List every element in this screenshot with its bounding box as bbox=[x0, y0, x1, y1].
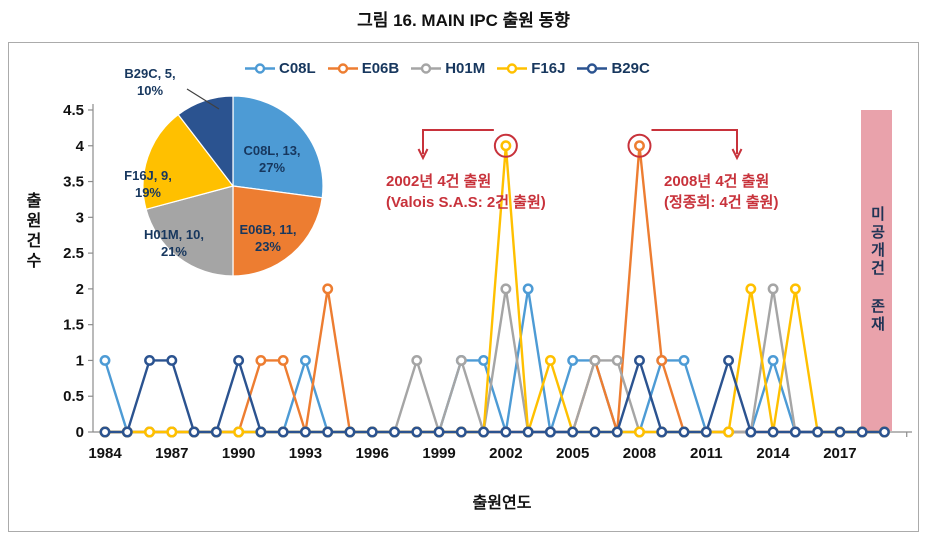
legend-label: F16J bbox=[531, 60, 566, 77]
pie-slice-F16J bbox=[142, 113, 235, 211]
pie-label-F16J: F16J, 9, 19% bbox=[124, 168, 172, 200]
annotation-2008: 2008년 4건 출원 (정종희: 4건 출원) bbox=[664, 171, 778, 213]
pie-label-B29C: B29C, 5, 10% bbox=[124, 66, 176, 98]
svg-text:0: 0 bbox=[76, 424, 84, 441]
legend-label: E06B bbox=[361, 60, 400, 77]
pie-slice-E06B bbox=[232, 185, 323, 277]
svg-text:3: 3 bbox=[76, 209, 84, 226]
legend-item-H01M: H01M bbox=[410, 60, 485, 77]
svg-text:4.5: 4.5 bbox=[63, 102, 84, 119]
annotation-marker-2008 bbox=[627, 129, 743, 161]
chart-legend: C08L E06B H01M F16J B29C bbox=[244, 60, 650, 77]
legend-label: H01M bbox=[445, 60, 486, 77]
pie-label-H01M: H01M, 10, 21% bbox=[144, 227, 204, 259]
annotation-2008-line1: 2008년 4건 출원 bbox=[664, 173, 770, 190]
svg-text:0.5: 0.5 bbox=[63, 388, 84, 405]
svg-text:2005: 2005 bbox=[556, 445, 589, 462]
svg-text:2.5: 2.5 bbox=[63, 245, 84, 262]
undisclosed-bar-label: 미공개건 존재 bbox=[868, 206, 886, 334]
svg-text:2: 2 bbox=[76, 281, 84, 298]
svg-text:2002: 2002 bbox=[489, 445, 522, 462]
annotation-2002-line2: (Valois S.A.S: 2건 출원) bbox=[386, 194, 546, 211]
svg-text:1996: 1996 bbox=[356, 445, 389, 462]
legend-item-E06B: E06B bbox=[327, 60, 400, 77]
svg-text:2017: 2017 bbox=[823, 445, 856, 462]
svg-text:4: 4 bbox=[76, 138, 85, 155]
x-axis-title: 출원연도 bbox=[472, 495, 532, 512]
svg-text:1990: 1990 bbox=[222, 445, 255, 462]
tick-labels: 1984 1987 1990 1993 1996 1999 2002 2005 2008 2011… bbox=[63, 102, 856, 462]
y-axis-title: 출원건수 bbox=[23, 192, 40, 272]
pie-leader-line bbox=[186, 88, 220, 110]
annotation-2002: 2002년 4건 출원 (Valois S.A.S: 2건 출원) bbox=[386, 171, 546, 213]
legend-marker-icon bbox=[245, 63, 275, 74]
undisclosed-bar bbox=[861, 110, 892, 431]
pie-slice-C08L bbox=[232, 95, 324, 199]
svg-text:1993: 1993 bbox=[289, 445, 322, 462]
legend-marker-icon bbox=[411, 63, 442, 74]
legend-item-F16J: F16J bbox=[496, 60, 565, 77]
svg-text:3.5: 3.5 bbox=[63, 174, 84, 191]
legend-marker-icon bbox=[497, 63, 528, 74]
figure-title: 그림 16. MAIN IPC 출원 동향 bbox=[357, 11, 570, 30]
annotation-marker-2002 bbox=[417, 129, 518, 161]
legend-item-B29C: B29C bbox=[576, 60, 650, 77]
legend-label: C08L bbox=[279, 60, 316, 77]
svg-text:1984: 1984 bbox=[88, 445, 122, 462]
annotation-2002-line1: 2002년 4건 출원 bbox=[386, 173, 492, 190]
svg-text:1: 1 bbox=[76, 352, 84, 369]
svg-text:1.5: 1.5 bbox=[63, 317, 84, 334]
annotation-2008-line2: (정종희: 4건 출원) bbox=[664, 194, 779, 211]
legend-marker-icon bbox=[327, 63, 358, 74]
series-B29C bbox=[99, 354, 890, 438]
svg-text:2008: 2008 bbox=[623, 445, 656, 462]
legend-label: B29C bbox=[611, 60, 650, 77]
legend-marker-icon bbox=[577, 63, 608, 74]
pie-slice-H01M bbox=[145, 185, 234, 277]
ipc-pie-chart bbox=[142, 88, 324, 277]
svg-text:2014: 2014 bbox=[756, 445, 790, 462]
pie-label-E06B: E06B, 11, 23% bbox=[239, 222, 297, 254]
svg-text:2011: 2011 bbox=[690, 445, 723, 462]
pie-slice-B29C bbox=[177, 95, 234, 188]
svg-text:1999: 1999 bbox=[422, 445, 455, 462]
legend-item-C08L: C08L bbox=[244, 60, 316, 77]
pie-label-C08L: C08L, 13, 27% bbox=[243, 143, 301, 175]
svg-text:1987: 1987 bbox=[155, 445, 188, 462]
chart-frame bbox=[8, 42, 919, 532]
